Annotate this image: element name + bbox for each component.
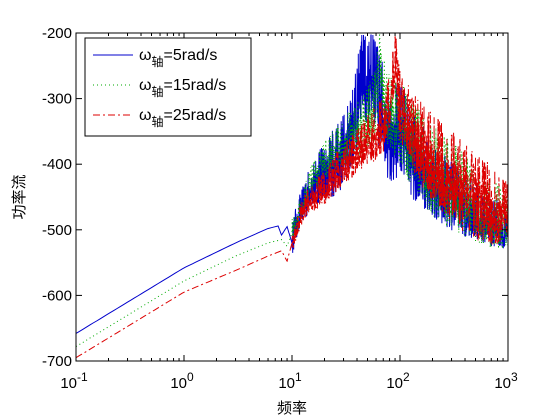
x-tick-label: 100 bbox=[170, 370, 194, 392]
y-axis-label: 功率流 bbox=[10, 174, 28, 219]
y-tick-label: -700 bbox=[42, 353, 72, 370]
y-tick-label: -500 bbox=[42, 222, 72, 239]
x-tick-exponent: 1 bbox=[295, 370, 302, 384]
x-tick-base: 10 bbox=[60, 375, 77, 392]
legend-subscript: 轴 bbox=[152, 84, 164, 99]
x-tick-exponent: 2 bbox=[403, 370, 410, 384]
legend-value: =25rad/s bbox=[164, 107, 227, 124]
legend-omega: ω bbox=[139, 77, 152, 94]
legend-box bbox=[84, 37, 252, 137]
series-line-2 bbox=[75, 34, 509, 348]
legend-label-2: ω轴=15rad/s bbox=[139, 77, 226, 99]
series-line-3 bbox=[75, 34, 509, 359]
legend-label-1: ω轴=5rad/s bbox=[139, 47, 217, 69]
x-tick-exponent: 0 bbox=[187, 370, 194, 384]
legend-value: =5rad/s bbox=[164, 47, 218, 64]
x-tick-base: 10 bbox=[494, 375, 511, 392]
x-tick-label: 10-1 bbox=[60, 370, 88, 392]
x-tick-label: 101 bbox=[278, 370, 302, 392]
x-tick-label: 103 bbox=[494, 370, 518, 392]
x-tick-base: 10 bbox=[386, 375, 403, 392]
legend-subscript: 轴 bbox=[152, 114, 164, 129]
series-layer bbox=[75, 34, 509, 359]
x-tick-base: 10 bbox=[170, 375, 187, 392]
legend-label-3: ω轴=25rad/s bbox=[139, 107, 226, 129]
y-tick-label: -400 bbox=[42, 156, 72, 173]
x-tick-exponent: 3 bbox=[511, 370, 518, 384]
x-axis-label: 频率 bbox=[277, 399, 307, 417]
x-tick-base: 10 bbox=[278, 375, 295, 392]
y-tick-label: -600 bbox=[42, 287, 72, 304]
x-tick-exponent: -1 bbox=[77, 370, 88, 384]
legend: ω轴=5rad/sω轴=15rad/sω轴=25rad/s bbox=[84, 37, 252, 137]
legend-omega: ω bbox=[139, 47, 152, 64]
legend-value: =15rad/s bbox=[164, 77, 227, 94]
legend-omega: ω bbox=[139, 107, 152, 124]
legend-subscript: 轴 bbox=[152, 54, 164, 69]
y-tick-label: -200 bbox=[42, 25, 72, 42]
y-tick-label: -300 bbox=[42, 91, 72, 108]
x-tick-label: 102 bbox=[386, 370, 410, 392]
